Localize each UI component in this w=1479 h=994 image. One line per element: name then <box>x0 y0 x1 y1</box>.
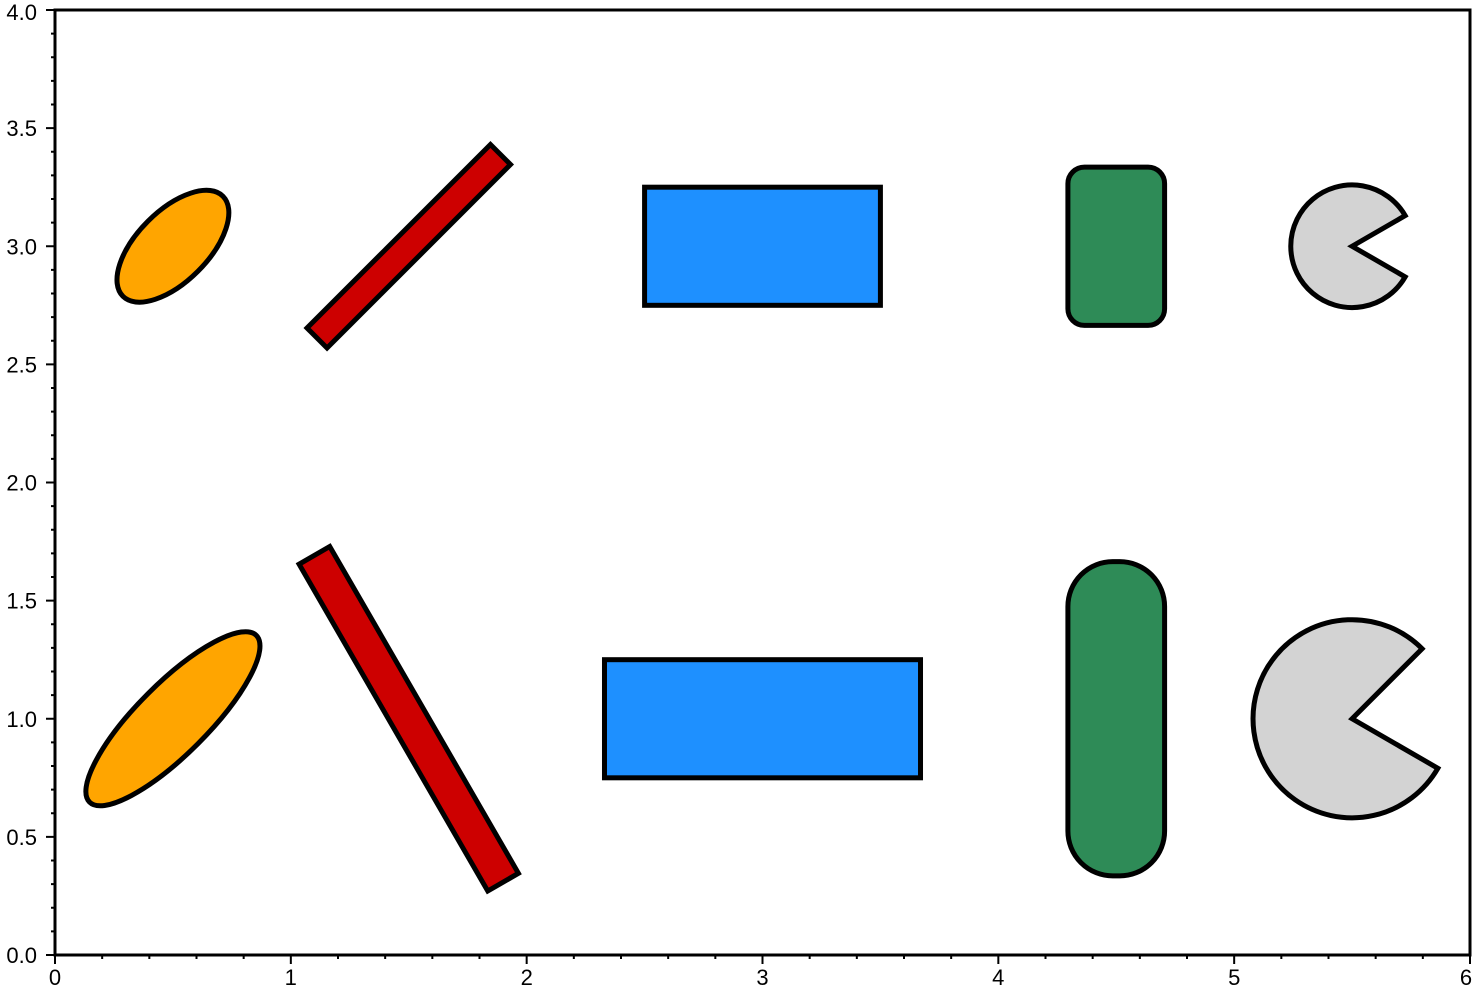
x-tick-label: 5 <box>1228 965 1240 990</box>
ellipse-symbol <box>83 629 263 809</box>
y-tick-label: 3.0 <box>6 234 37 259</box>
y-tick-label: 0.0 <box>6 943 37 968</box>
rounded-rectangle-symbol <box>1065 164 1168 328</box>
wedge-symbol <box>1288 182 1409 311</box>
y-tick-label: 4.0 <box>6 0 37 25</box>
y-tick-label: 2.0 <box>6 471 37 496</box>
rectangle-symbol <box>642 184 883 308</box>
y-tick-label: 0.5 <box>6 825 37 850</box>
y-tick-label: 1.5 <box>6 589 37 614</box>
y-tick-label: 3.5 <box>6 116 37 141</box>
x-tick-label: 1 <box>285 965 297 990</box>
x-tick-label: 0 <box>49 965 61 990</box>
rotated-rectangle-symbol <box>303 140 515 352</box>
rounded-rectangle-symbol <box>1065 559 1168 879</box>
y-tick-label: 1.0 <box>6 707 37 732</box>
plot-frame <box>53 8 1472 957</box>
x-tick-label: 3 <box>756 965 768 990</box>
chart-symbols <box>83 140 1442 895</box>
y-tick-label: 2.5 <box>6 352 37 377</box>
rotated-rectangle-symbol <box>295 543 522 895</box>
ellipse-symbol <box>114 187 232 305</box>
x-tick-label: 4 <box>992 965 1004 990</box>
wedge-symbol <box>1250 617 1442 821</box>
axis-ticks <box>46 9 1471 964</box>
x-tick-label: 2 <box>521 965 533 990</box>
rectangle-symbol <box>601 657 924 781</box>
x-tick-label: 6 <box>1460 965 1472 990</box>
